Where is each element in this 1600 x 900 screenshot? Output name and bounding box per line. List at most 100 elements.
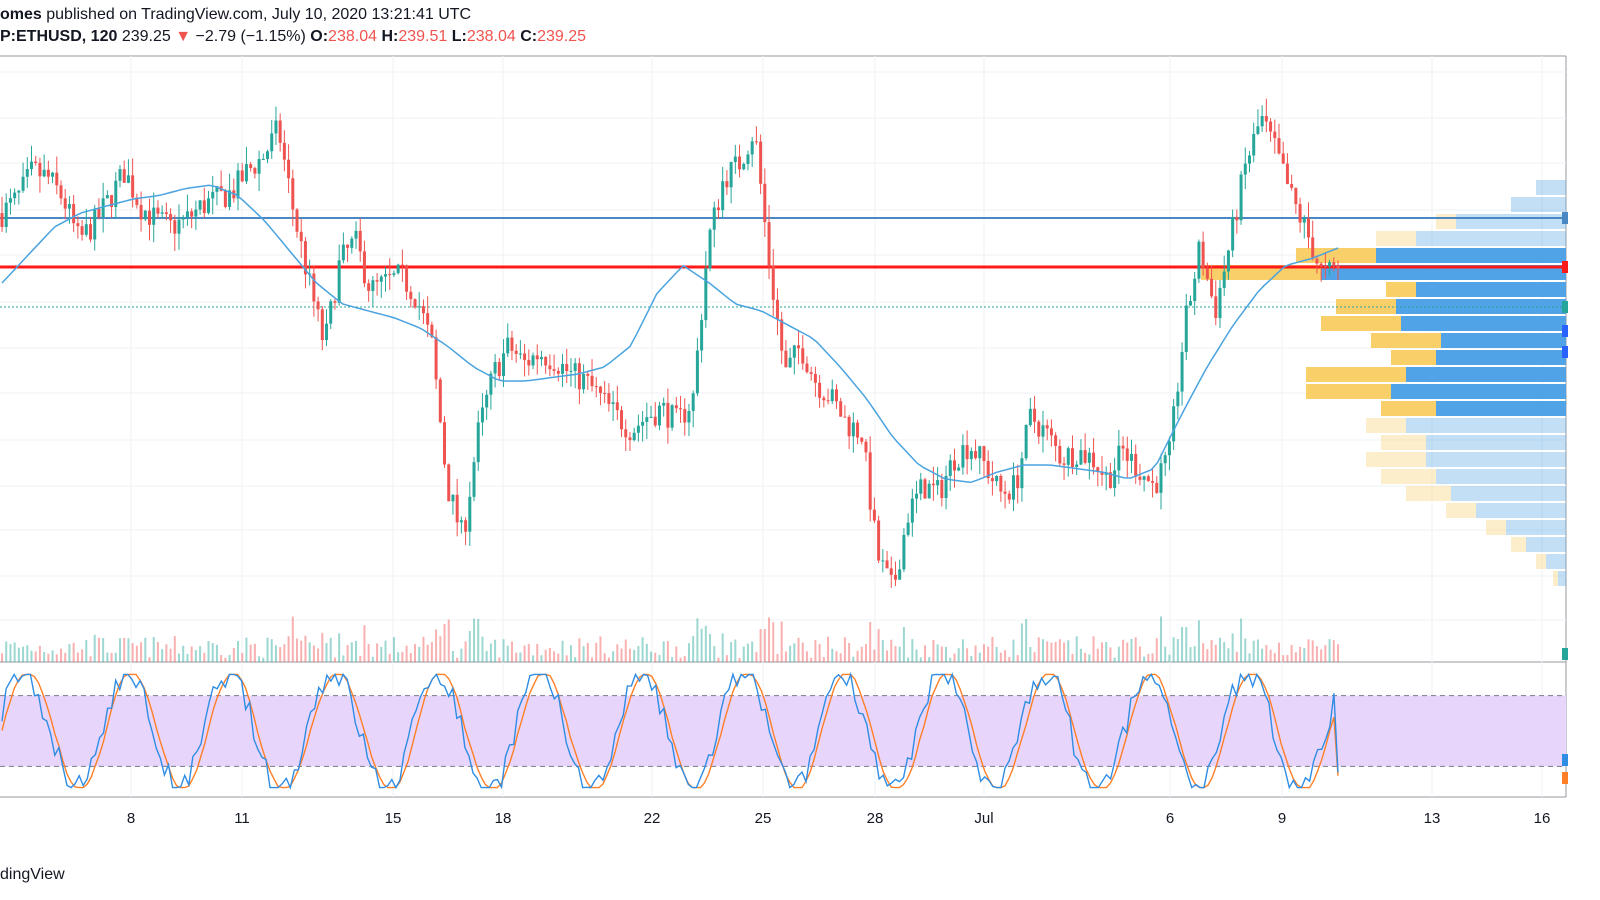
candle-body [190,211,194,217]
low-label: L: [451,28,467,45]
volume-bar [283,644,286,662]
candle-body [421,306,425,314]
volume-bar [468,631,471,662]
volume-bar [123,637,126,662]
candle-body [1231,217,1235,251]
volume-bar [9,644,12,662]
candle-body [620,410,624,430]
volume-bar [359,655,362,662]
volume-bar [1315,646,1318,662]
candle-body [1226,250,1230,272]
volume-bar [401,651,404,662]
volume-bar [1159,616,1162,662]
volume-bar [102,638,105,662]
candle-body [1323,266,1327,268]
candle-body [510,337,514,351]
candle-body [725,181,729,188]
volume-profile-up-bar [1366,418,1406,433]
candle-body [965,445,969,460]
volume-bar [418,646,421,662]
volume-bar [1,653,3,662]
candle-body [978,446,982,459]
candle-body [594,386,598,388]
candle-body [367,283,371,291]
volume-bar [279,647,282,662]
volume-bar [734,639,737,662]
candle-body [653,416,657,426]
volume-bar [481,636,484,662]
volume-profile-down-bar [1416,231,1566,246]
volume-bar [1016,655,1019,662]
volume-bar [801,642,804,662]
volume-bar [755,651,758,662]
volume-bar [890,639,893,662]
candle-body [742,163,746,170]
candle-body [1277,138,1281,154]
volume-bar [477,618,480,662]
volume-bar [561,640,564,662]
volume-bar [970,655,973,662]
candle-body [42,169,46,177]
candle-body [1210,278,1214,297]
volume-bar [114,652,117,662]
candle-body [636,425,640,433]
candle-body [46,169,50,177]
candle-body [1273,131,1277,139]
candle-body [333,301,337,303]
volume-bar [1020,623,1023,662]
volume-bar [553,651,556,662]
candle-body [1083,450,1087,463]
candle-body [687,410,691,423]
candle-body [544,357,548,366]
candle-body [451,494,455,502]
candle-body [1298,204,1302,223]
candle-body [489,373,493,395]
candle-body [198,200,202,210]
volume-bar [751,641,754,662]
volume-bar [178,653,181,662]
volume-bar [245,637,248,662]
volume-bar [784,651,787,662]
candle-body [257,159,261,174]
volume-bar [1240,618,1243,662]
volume-bar [342,655,345,662]
candle-body [261,158,265,160]
candle-body [556,370,560,374]
volume-bar [675,646,678,662]
candle-body [1269,121,1273,132]
candle-body [207,198,211,214]
volume-bar [721,633,724,662]
candle-body [552,369,556,371]
volume-bar [224,657,227,662]
volume-bar [376,643,379,662]
candle-body [767,222,771,266]
x-tick-label: 9 [1278,810,1286,827]
candle-body [514,350,518,354]
volume-bar [574,657,577,662]
volume-bar [886,650,889,662]
volume-bar [473,618,476,662]
candle-body [51,172,55,177]
volume-profile-down-bar [1426,435,1566,450]
candle-body [615,402,619,411]
volume-bar [898,646,901,662]
volume-bar [1105,641,1108,662]
candle-body [695,350,699,394]
volume-bar [494,639,497,662]
volume-bar [156,641,159,662]
candle-body [864,441,868,453]
candle-body [76,223,80,227]
volume-bar [523,645,526,662]
candle-body [392,273,396,275]
volume-bar [987,646,990,662]
candle-body [573,363,577,371]
candle-body [969,451,973,460]
volume-bar [237,640,240,662]
candle-body [34,161,38,163]
candle-body [729,161,733,188]
volume-bar [135,645,138,662]
candle-body [287,159,291,179]
volume-bar [923,645,926,662]
volume-bar [1210,639,1213,662]
